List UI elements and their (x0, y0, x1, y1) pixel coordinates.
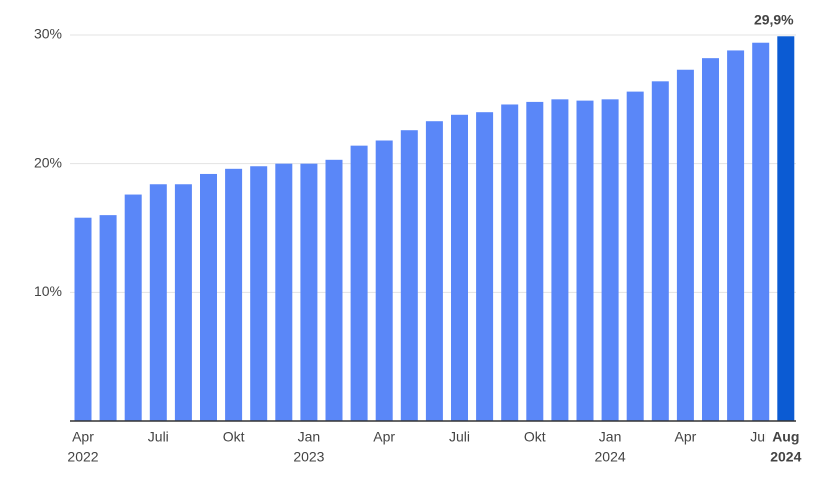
bar (501, 104, 519, 421)
x-tick-label: Okt (223, 429, 245, 445)
bar (526, 101, 544, 421)
bar (626, 91, 644, 421)
bar (174, 184, 192, 421)
bar (777, 36, 795, 421)
x-tick-label: Jan (599, 429, 622, 445)
bar (225, 168, 243, 421)
bar (676, 69, 694, 422)
bar (601, 99, 619, 421)
bar (400, 130, 418, 422)
bar (325, 159, 343, 421)
bar (124, 194, 142, 421)
x-tick-label: Apr (72, 429, 94, 445)
y-tick-label: 10% (34, 283, 62, 299)
bar (350, 145, 368, 422)
bar (702, 58, 719, 421)
bar (200, 173, 217, 421)
bar (727, 50, 745, 421)
y-tick-label: 30% (34, 26, 62, 42)
x-tick-label: Jan (298, 429, 321, 445)
x-tick-year: 2022 (67, 449, 98, 465)
x-tick-year: 2023 (293, 449, 324, 465)
x-tick-label: Apr (373, 429, 395, 445)
bar (425, 121, 443, 421)
bar (752, 42, 770, 421)
x-tick-label: Apr (675, 429, 697, 445)
y-tick-label: 20% (34, 154, 62, 170)
bar (99, 215, 117, 421)
bar (250, 166, 268, 421)
bar (651, 81, 669, 421)
x-tick-label: Aug (772, 429, 799, 445)
bar (476, 112, 494, 421)
bar (149, 184, 167, 421)
x-tick-label: Okt (524, 429, 546, 445)
bar (74, 217, 92, 421)
bar (375, 140, 393, 422)
x-tick-year: 2024 (595, 449, 626, 465)
value-label: 29,9% (754, 12, 794, 28)
bar (551, 99, 569, 421)
bar (451, 114, 468, 422)
x-tick-year: 2024 (770, 449, 801, 465)
bar (576, 100, 594, 422)
x-tick-label: Juli (148, 429, 169, 445)
x-tick-label: Juli (449, 429, 470, 445)
bar (275, 163, 293, 421)
bar (300, 163, 318, 421)
label-bg (765, 428, 806, 468)
